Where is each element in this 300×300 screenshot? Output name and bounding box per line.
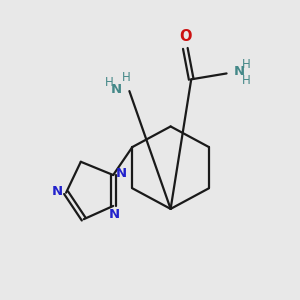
Text: H: H: [242, 74, 251, 87]
Text: N: N: [234, 65, 245, 79]
Text: H: H: [242, 58, 251, 71]
Text: N: N: [52, 185, 63, 198]
Text: N: N: [116, 167, 127, 180]
Text: H: H: [105, 76, 114, 89]
Text: H: H: [122, 71, 131, 84]
Text: N: N: [109, 208, 120, 221]
Text: O: O: [179, 29, 192, 44]
Text: N: N: [111, 83, 122, 96]
